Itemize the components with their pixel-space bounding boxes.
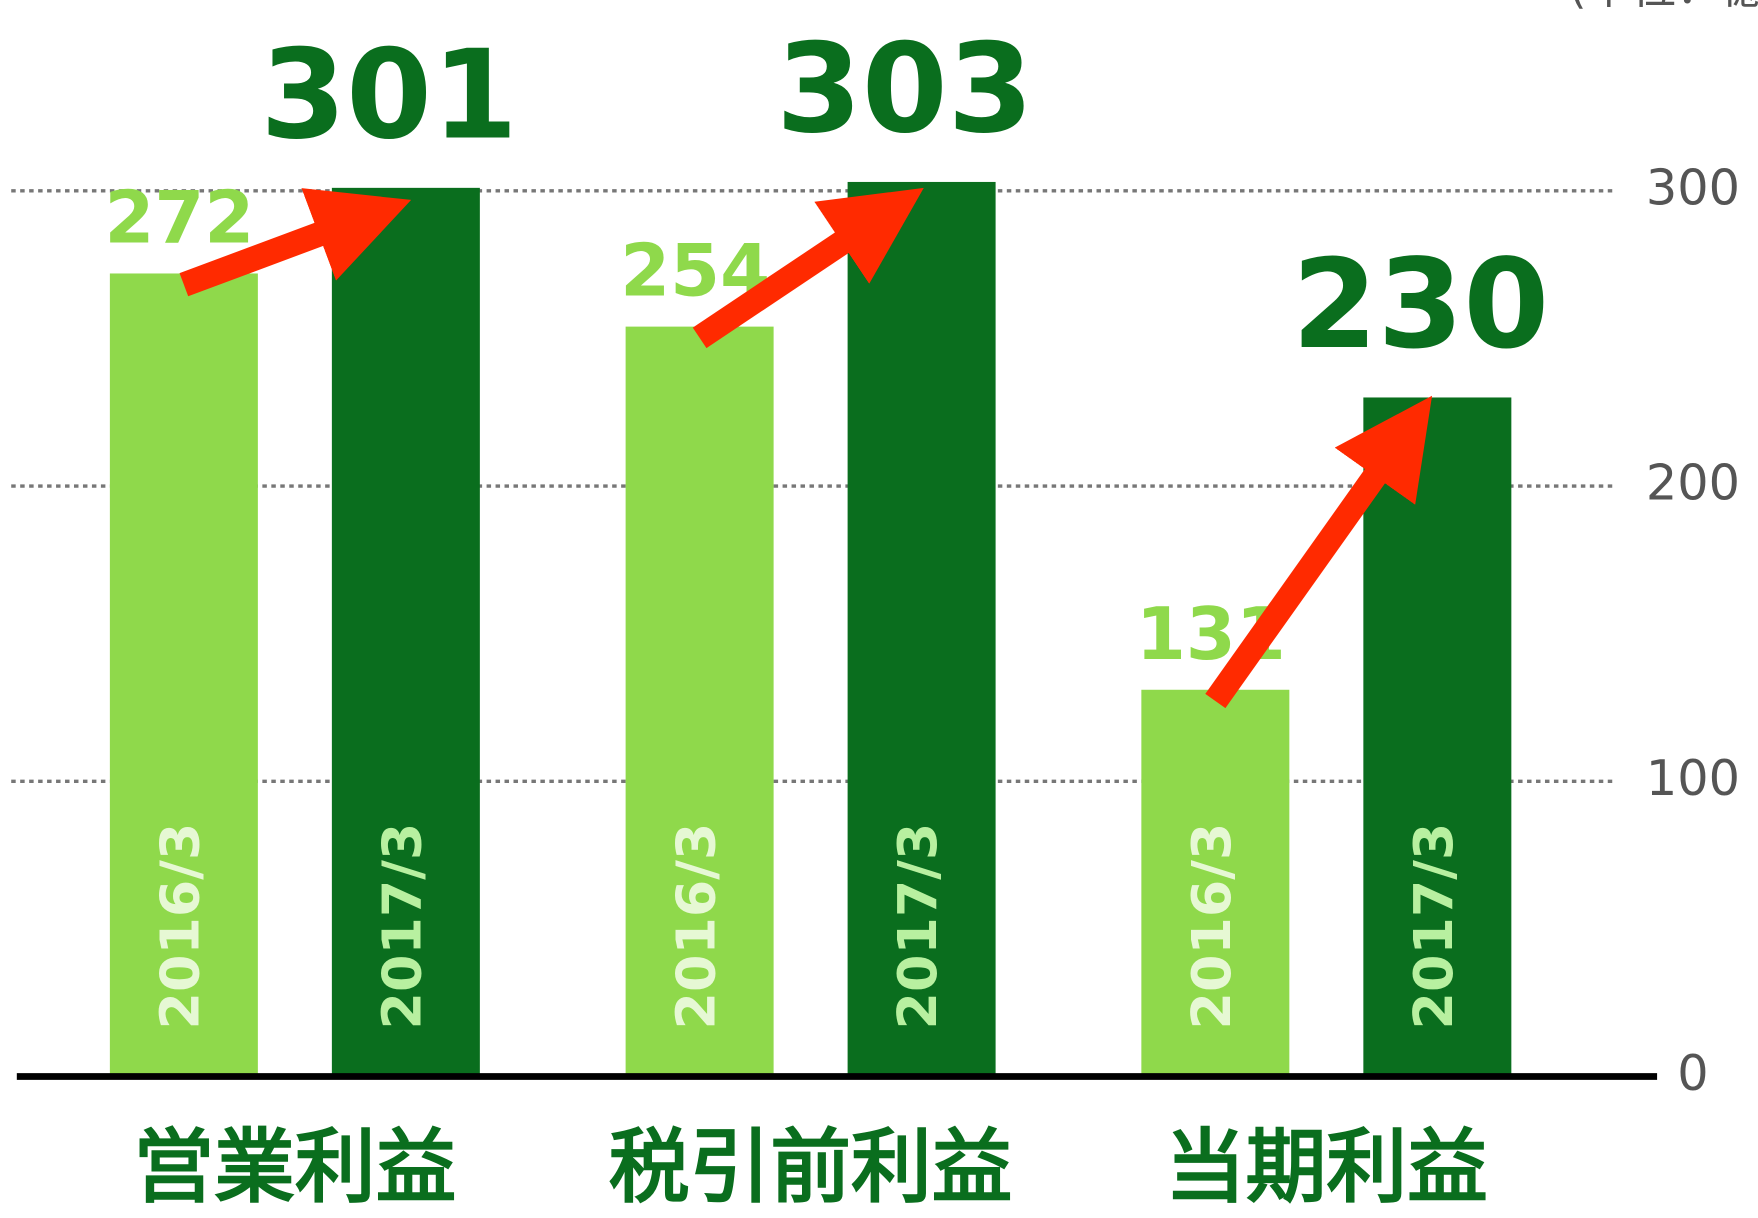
value-label: 303 <box>776 19 1033 162</box>
y-tick-label: 100 <box>1646 749 1740 807</box>
series-name: 2017/3 <box>1402 823 1465 1030</box>
bar <box>109 273 258 1077</box>
x-tick-label: 営業利益 <box>133 1121 456 1215</box>
value-label: 230 <box>1292 234 1549 377</box>
bar <box>331 187 480 1077</box>
series-name: 2017/3 <box>371 823 434 1030</box>
bar <box>847 181 996 1077</box>
arrow <box>179 188 412 297</box>
x-tick-label: 税引前利益 <box>609 1121 1013 1215</box>
series-name: 2016/3 <box>664 823 727 1030</box>
series-name: 2016/3 <box>1180 823 1243 1030</box>
series-name: 2017/3 <box>886 823 949 1030</box>
y-tick-label: 0 <box>1677 1044 1708 1102</box>
y-tick-label: 200 <box>1646 454 1740 512</box>
unit-label: (単位：億円) <box>1569 0 1758 14</box>
value-label: 272 <box>104 176 254 260</box>
series-name: 2016/3 <box>149 823 212 1030</box>
bar <box>1141 689 1290 1077</box>
x-tick-label: 当期利益 <box>1165 1121 1488 1215</box>
bar <box>1363 397 1512 1077</box>
y-tick-label: 300 <box>1646 158 1740 216</box>
value-label: 301 <box>260 24 517 167</box>
bar <box>625 326 774 1077</box>
arrow <box>692 187 924 349</box>
arrow <box>1205 395 1433 709</box>
